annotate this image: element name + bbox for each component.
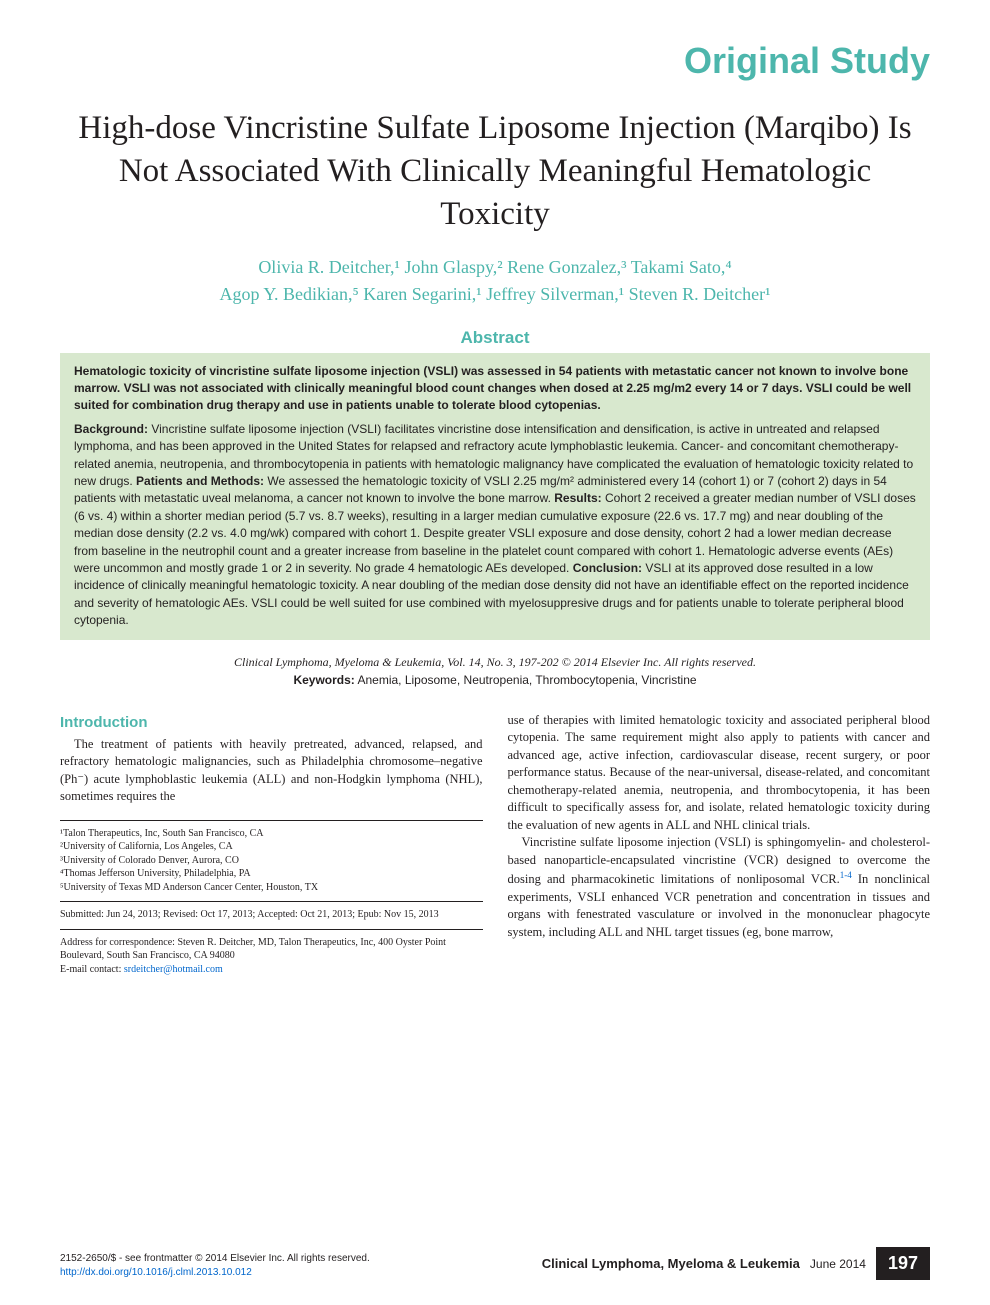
intro-paragraph-2: use of therapies with limited hematologi… — [508, 712, 931, 835]
correspondence-email: E-mail contact: srdeitcher@hotmail.com — [60, 963, 483, 977]
column-right: use of therapies with limited hematologi… — [508, 712, 931, 984]
article-title: High-dose Vincristine Sulfate Liposome I… — [60, 107, 930, 236]
affiliation-3: ³University of Colorado Denver, Aurora, … — [60, 854, 483, 868]
email-link[interactable]: srdeitcher@hotmail.com — [124, 964, 223, 975]
results-label: Results: — [554, 491, 601, 505]
page-footer: 2152-2650/$ - see frontmatter © 2014 Els… — [60, 1247, 930, 1280]
abstract-structured: Background: Vincristine sulfate liposome… — [74, 421, 916, 630]
intro-paragraph-3: Vincristine sulfate liposome injection (… — [508, 834, 931, 941]
issn-line: 2152-2650/$ - see frontmatter © 2014 Els… — [60, 1252, 370, 1266]
conclusion-label: Conclusion: — [573, 561, 642, 575]
affiliation-list: ¹Talon Therapeutics, Inc, South San Fran… — [60, 827, 483, 895]
page-number: 197 — [876, 1247, 930, 1280]
affiliation-2: ²University of California, Los Angeles, … — [60, 840, 483, 854]
footer-issue-date: June 2014 — [810, 1257, 866, 1271]
affiliation-5: ⁵University of Texas MD Anderson Cancer … — [60, 881, 483, 895]
footer-left: 2152-2650/$ - see frontmatter © 2014 Els… — [60, 1252, 370, 1280]
affiliation-1: ¹Talon Therapeutics, Inc, South San Fran… — [60, 827, 483, 841]
doi-link[interactable]: http://dx.doi.org/10.1016/j.clml.2013.10… — [60, 1266, 370, 1280]
keywords: Keywords: Anemia, Liposome, Neutropenia,… — [60, 673, 930, 687]
abstract-box: Hematologic toxicity of vincristine sulf… — [60, 353, 930, 640]
authors-line-1: Olivia R. Deitcher,¹ John Glaspy,² Rene … — [258, 257, 731, 277]
affiliation-4: ⁴Thomas Jefferson University, Philadelph… — [60, 867, 483, 881]
correspondence-address: Address for correspondence: Steven R. De… — [60, 936, 483, 963]
citation-link[interactable]: 1-4 — [840, 870, 852, 880]
introduction-heading: Introduction — [60, 712, 483, 733]
body-columns: Introduction The treatment of patients w… — [60, 712, 930, 984]
footer-journal-name: Clinical Lymphoma, Myeloma & Leukemia — [542, 1256, 800, 1271]
article-category: Original Study — [60, 40, 930, 82]
column-left: Introduction The treatment of patients w… — [60, 712, 483, 984]
affiliations-block: ¹Talon Therapeutics, Inc, South San Fran… — [60, 820, 483, 977]
authors-line-2: Agop Y. Bedikian,⁵ Karen Segarini,¹ Jeff… — [219, 284, 770, 304]
submission-dates: Submitted: Jun 24, 2013; Revised: Oct 17… — [60, 901, 483, 922]
email-label: E-mail contact: — [60, 964, 124, 975]
abstract-heading: Abstract — [60, 328, 930, 348]
methods-label: Patients and Methods: — [136, 474, 264, 488]
intro-paragraph-1: The treatment of patients with heavily p… — [60, 736, 483, 806]
keywords-text: Anemia, Liposome, Neutropenia, Thrombocy… — [355, 673, 697, 687]
correspondence: Address for correspondence: Steven R. De… — [60, 929, 483, 977]
abstract-summary: Hematologic toxicity of vincristine sulf… — [74, 363, 916, 415]
author-list: Olivia R. Deitcher,¹ John Glaspy,² Rene … — [60, 254, 930, 308]
keywords-label: Keywords: — [293, 673, 354, 687]
background-label: Background: — [74, 422, 148, 436]
journal-reference: Clinical Lymphoma, Myeloma & Leukemia, V… — [60, 655, 930, 670]
footer-right: Clinical Lymphoma, Myeloma & Leukemia Ju… — [542, 1247, 930, 1280]
